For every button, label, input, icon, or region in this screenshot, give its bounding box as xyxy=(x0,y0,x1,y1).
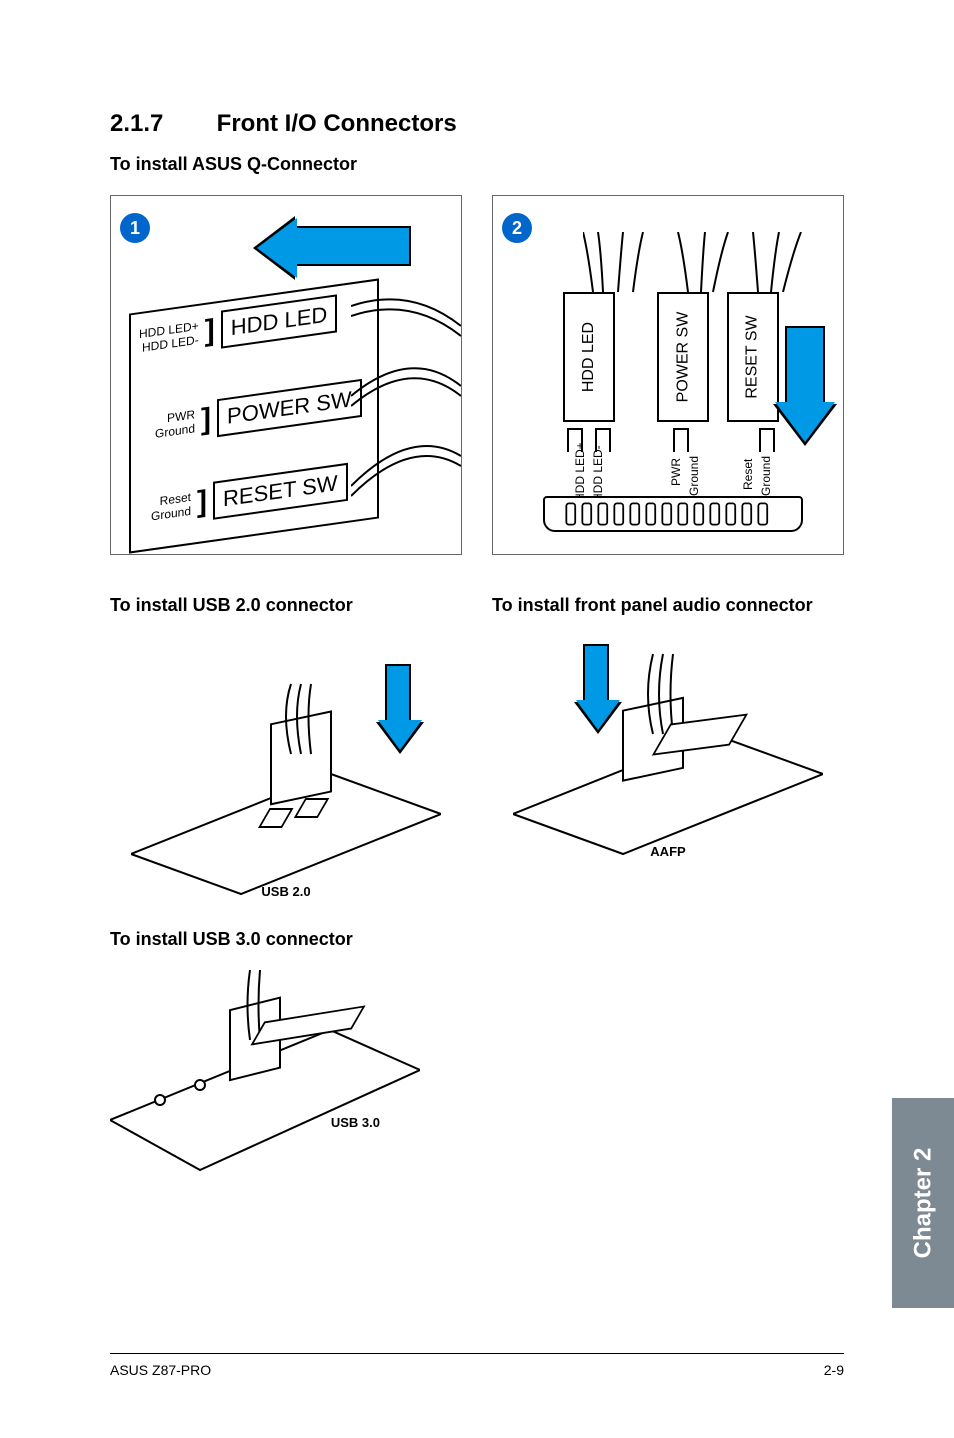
wires-illustration xyxy=(351,286,461,546)
connector-row-hdd: HDD LED+ HDD LED- ] HDD LED xyxy=(139,294,337,360)
power-pin-labels: PWR Ground xyxy=(155,407,195,441)
connector-row-power: PWR Ground ] POWER SW xyxy=(155,379,362,446)
label-reset-sw-big: RESET SW xyxy=(213,463,348,520)
bracket-icon: ] xyxy=(201,402,211,437)
step-badge-1: 1 xyxy=(120,213,150,243)
socket-illustration xyxy=(543,496,803,532)
label-power-sw-big: POWER SW xyxy=(217,379,362,437)
connector-row-reset: Reset Ground ] RESET SW xyxy=(151,463,348,529)
usb3-illustration: USB 3.0 xyxy=(110,970,420,1190)
arrow-down-icon xyxy=(385,664,411,724)
caption-usb3: USB 3.0 xyxy=(331,1115,380,1130)
aafp-col: To install front panel audio connector A… xyxy=(492,595,844,899)
diagram-row-middle: To install USB 2.0 connector xyxy=(110,595,844,899)
page-footer: ASUS Z87-PRO 2-9 xyxy=(110,1353,844,1378)
label-hdd-led-big: HDD LED xyxy=(221,294,338,348)
aafp-svg xyxy=(513,634,823,874)
arrow-left-icon xyxy=(291,226,411,266)
wires-top-illustration xyxy=(583,232,813,292)
usb2-illustration xyxy=(131,634,441,914)
pin-icon xyxy=(673,428,689,452)
subheading-usb3: To install USB 3.0 connector xyxy=(110,929,844,950)
diagram-2: 2 HDD LED POWER SW RESET SW xyxy=(492,195,844,555)
socket-pins-icon xyxy=(545,498,801,530)
bracket-icon: ] xyxy=(205,314,215,349)
vlabel-hdd-led: HDD LED xyxy=(563,292,615,422)
footer-product: ASUS Z87-PRO xyxy=(110,1362,211,1378)
aafp-illustration xyxy=(513,634,823,874)
pinlabel-hdd-minus: HDD LED- xyxy=(591,445,605,502)
vlabel-reset-sw: RESET SW xyxy=(727,292,779,422)
diagram-2-box: HDD LED POWER SW RESET SW HDD LED+ HDD L… xyxy=(492,195,844,555)
pinlabel-ground-2: Ground xyxy=(759,456,773,496)
diagram-1: 1 HDD LED+ HDD LED- ] HDD LED PWR xyxy=(110,195,462,555)
diagram-1-box: HDD LED+ HDD LED- ] HDD LED PWR Ground ]… xyxy=(110,195,462,555)
arrow-down-icon xyxy=(785,326,825,406)
vlabel-reset-sw-text: RESET SW xyxy=(744,315,762,398)
hdd-led-pin-labels: HDD LED+ HDD LED- xyxy=(139,318,199,355)
subheading-aafp: To install front panel audio connector xyxy=(492,595,844,616)
section-heading: 2.1.7 Front I/O Connectors xyxy=(110,110,844,138)
vlabel-hdd-led-text: HDD LED xyxy=(580,322,598,392)
heading-number: 2.1.7 xyxy=(110,110,210,138)
step-badge-2: 2 xyxy=(502,213,532,243)
page: 2.1.7 Front I/O Connectors To install AS… xyxy=(0,0,954,1438)
arrow-down-icon xyxy=(583,644,609,704)
heading-title: Front I/O Connectors xyxy=(217,110,457,137)
chapter-tab: Chapter 2 xyxy=(892,1098,954,1308)
subheading-qconnector: To install ASUS Q-Connector xyxy=(110,154,844,175)
header-block: HDD LED POWER SW RESET SW HDD LED+ HDD L… xyxy=(523,232,803,532)
pinlabel-pwr: PWR xyxy=(669,458,683,486)
chapter-tab-label: Chapter 2 xyxy=(909,1148,937,1259)
pinlabel-hdd-plus: HDD LED+ xyxy=(573,442,587,502)
pinlabel-reset: Reset xyxy=(741,459,755,490)
connector-block: HDD LED+ HDD LED- ] HDD LED PWR Ground ]… xyxy=(129,278,379,553)
bracket-icon: ] xyxy=(197,485,207,520)
vlabel-power-sw-text: POWER SW xyxy=(674,312,692,403)
subheading-usb2: To install USB 2.0 connector xyxy=(110,595,462,616)
usb3-section: To install USB 3.0 connector USB 3.0 xyxy=(110,929,844,1190)
diagram-row-top: 1 HDD LED+ HDD LED- ] HDD LED PWR xyxy=(110,195,844,555)
usb2-col: To install USB 2.0 connector xyxy=(110,595,462,899)
pinlabel-ground-1: Ground xyxy=(687,456,701,496)
reset-pin-labels: Reset Ground xyxy=(151,489,191,523)
vlabel-power-sw: POWER SW xyxy=(657,292,709,422)
footer-page-number: 2-9 xyxy=(824,1362,844,1378)
usb3-svg xyxy=(110,970,420,1190)
